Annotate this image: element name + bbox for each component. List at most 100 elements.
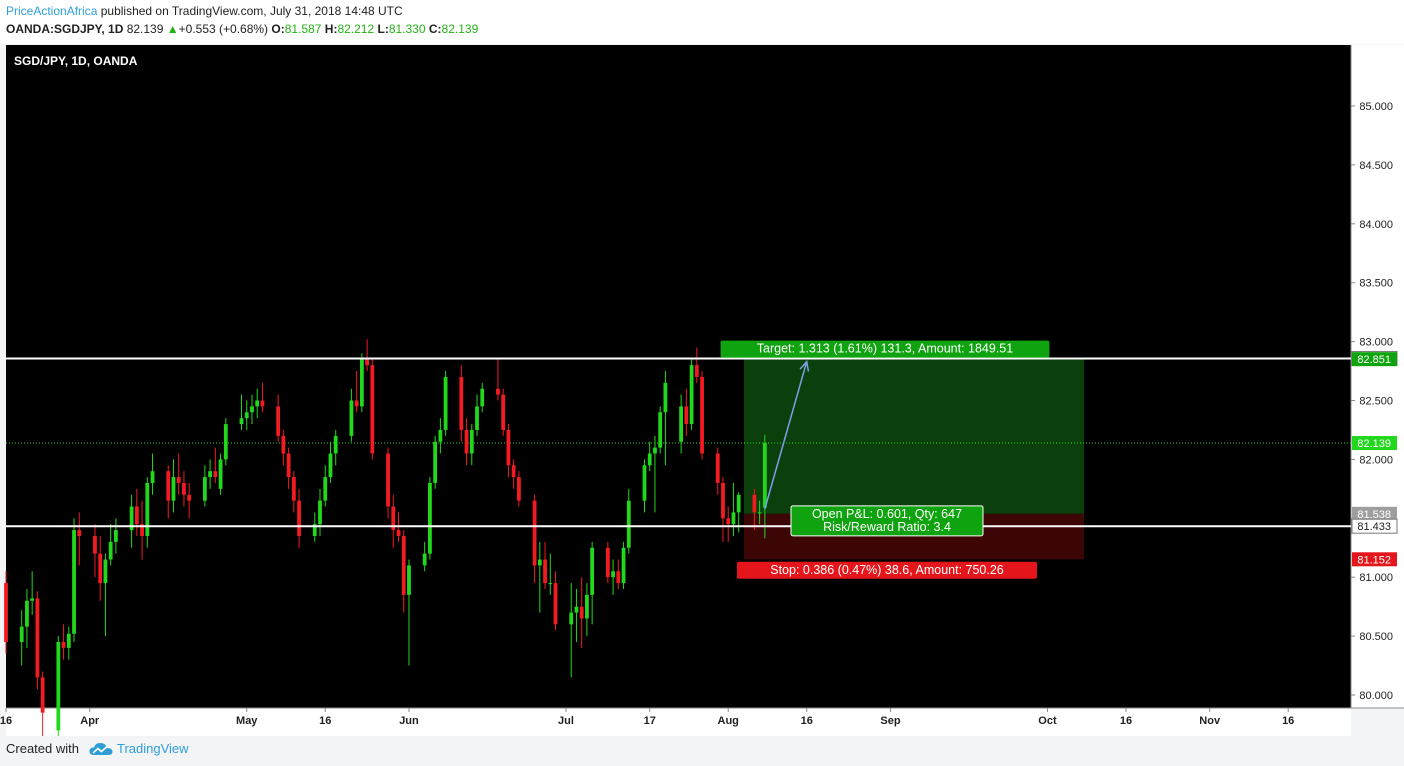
candle-body <box>187 494 192 501</box>
candle-down <box>511 459 516 489</box>
publish-text: published on TradingView.com, July 31, 2… <box>100 4 403 18</box>
candle-body <box>653 447 657 454</box>
candle-down <box>297 488 301 548</box>
chart-title: SGD/JPY, 1D, OANDA <box>14 54 138 68</box>
candle-body <box>323 477 328 501</box>
candle-down <box>4 571 8 654</box>
candle-up <box>438 418 443 454</box>
candle-up <box>642 459 647 513</box>
x-tick-label: Apr <box>80 715 100 727</box>
candle-up <box>223 418 228 466</box>
y-tick-label: 85.000 <box>1359 101 1393 113</box>
x-tick-label: 16 <box>1282 715 1294 727</box>
target-label-bg <box>720 340 1050 358</box>
candle-body <box>574 606 579 613</box>
price-badge-bg <box>1352 352 1397 367</box>
price-badge-entry: 81.538 <box>1352 506 1397 521</box>
candle-body <box>93 535 97 554</box>
y-tick-label: 80.500 <box>1359 631 1393 643</box>
y-tick-label: 80.000 <box>1359 690 1393 702</box>
candle-down <box>134 488 139 536</box>
change-value: +0.553 (+0.68%) <box>178 22 269 36</box>
price-badge-text: 81.538 <box>1357 509 1391 521</box>
tradingview-cloud-icon[interactable] <box>88 740 114 758</box>
candle-up <box>689 359 694 430</box>
candle-down <box>182 471 186 507</box>
candle-down <box>553 571 558 631</box>
candle-up <box>679 394 684 454</box>
price-badge-text: 82.851 <box>1357 354 1391 366</box>
candle-body <box>30 598 35 601</box>
tradingview-link[interactable]: TradingView <box>117 741 189 756</box>
candle-down <box>532 494 537 584</box>
candle-up <box>548 553 553 595</box>
candle-down <box>464 418 469 466</box>
y-tick-label: 83.000 <box>1359 337 1393 349</box>
candle-body <box>98 553 103 584</box>
price-badge-text: 81.152 <box>1357 554 1391 566</box>
candle-body <box>407 565 411 595</box>
candle-down <box>281 429 286 466</box>
candle-body <box>684 406 689 425</box>
candle-up <box>422 541 427 572</box>
y-tick-label: 82.000 <box>1359 454 1393 466</box>
candle-body <box>202 477 207 501</box>
candle-down <box>501 388 506 436</box>
author-link[interactable]: PriceActionAfrica <box>6 4 98 18</box>
candle-body <box>312 524 317 536</box>
candle-body <box>35 598 40 678</box>
candle-body <box>260 400 265 407</box>
candle-down <box>543 541 547 589</box>
candle-body <box>286 453 291 478</box>
x-tick-label: Jul <box>558 715 574 727</box>
candle-body <box>218 459 223 489</box>
candle-down <box>721 477 725 542</box>
candle-down <box>616 559 621 589</box>
candle-body <box>129 506 134 531</box>
open-label: O: <box>271 22 285 36</box>
price-badge-bg <box>1352 436 1397 451</box>
candle-body <box>532 500 537 566</box>
candle-up <box>129 494 134 548</box>
price-chart[interactable]: SGD/JPY, 1D, OANDA 80.000 80.500 81.000 81.5… <box>0 44 1404 736</box>
candle-body <box>511 465 516 478</box>
created-with-text: Created with <box>6 741 79 756</box>
price-badge-text: 82.139 <box>1357 438 1391 450</box>
candle-down <box>286 447 291 489</box>
price-badge-bg <box>1351 518 1398 534</box>
candle-body <box>689 365 694 425</box>
candle-body <box>642 465 647 501</box>
close-value: 82.139 <box>441 22 479 36</box>
candle-body <box>757 512 762 514</box>
candle-up <box>56 636 61 736</box>
candle-up <box>239 394 244 430</box>
y-tick-label: 84.000 <box>1359 219 1393 231</box>
candle-up <box>359 353 364 413</box>
candle-up <box>475 394 479 436</box>
candle-up <box>66 626 71 660</box>
candle-up <box>621 541 626 589</box>
candle-body <box>464 429 469 454</box>
candle-body <box>391 506 396 531</box>
price-axis <box>1351 45 1404 708</box>
candle-down <box>386 447 390 519</box>
time-axis <box>6 708 1351 736</box>
x-tick-label: May <box>236 715 258 727</box>
candle-body <box>171 477 176 501</box>
candle-body <box>40 677 45 713</box>
candle-up <box>590 541 595 625</box>
candle-body <box>480 388 485 407</box>
candle-down <box>291 471 296 513</box>
candle-down <box>140 500 144 560</box>
target-label: Target: 1.313 (1.61%) 131.3, Amount: 184… <box>720 340 1050 358</box>
candle-up <box>574 588 579 642</box>
candle-up <box>569 583 574 678</box>
candle-body <box>77 530 82 536</box>
y-tick-label: 81.000 <box>1359 572 1393 584</box>
candle-up <box>663 371 668 466</box>
candle-up <box>150 453 155 495</box>
candle-body <box>255 400 260 407</box>
candle-down <box>354 371 359 413</box>
candle-up <box>19 610 24 666</box>
